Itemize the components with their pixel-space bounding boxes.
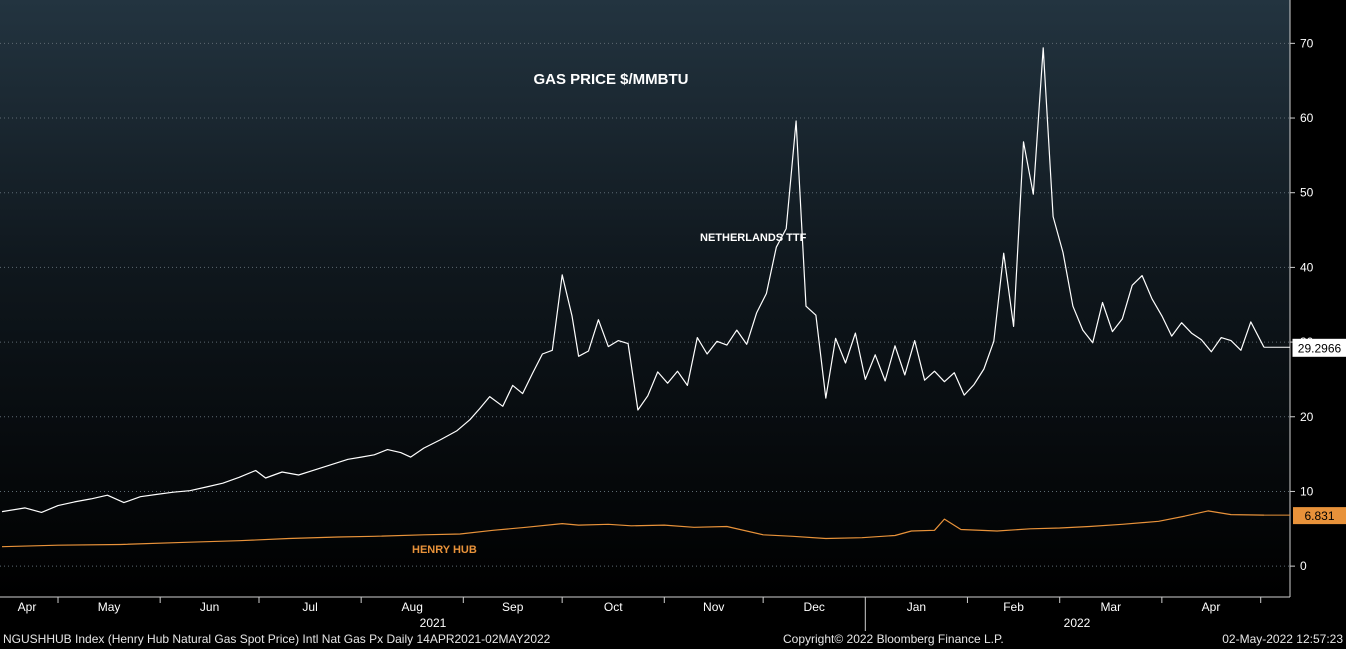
y-tick-label: 20 <box>1300 410 1314 424</box>
y-tick-label: 0 <box>1300 559 1307 573</box>
y-tick-label: 60 <box>1300 111 1314 125</box>
x-month-label: Apr <box>1202 600 1221 614</box>
x-month-label: Oct <box>604 600 623 614</box>
footer-copyright: Copyright© 2022 Bloomberg Finance L.P. <box>783 632 1004 646</box>
x-month-label: Jun <box>200 600 219 614</box>
x-month-label: Apr <box>18 600 37 614</box>
last-value-badge <box>1293 507 1346 525</box>
series-line-henry-hub <box>1 510 1265 548</box>
footer-timestamp: 02-May-2022 12:57:23 <box>1222 632 1343 646</box>
x-year-label: 2022 <box>1064 616 1091 630</box>
y-tick-label: 40 <box>1300 260 1314 274</box>
x-month-label: Sep <box>502 600 524 614</box>
gridlines <box>0 42 1290 567</box>
x-month-label: Jul <box>302 600 317 614</box>
y-tick-label: 50 <box>1300 186 1314 200</box>
last-value-label: 29.2966 <box>1298 341 1342 355</box>
x-year-label: 2021 <box>420 616 447 630</box>
x-month-label: Dec <box>804 600 825 614</box>
x-month-label: Nov <box>703 600 724 614</box>
last-value-label: 6.831 <box>1304 509 1334 523</box>
last-value-badge <box>1292 338 1346 357</box>
series-lines <box>1 47 1290 548</box>
x-month-label: Jan <box>907 600 926 614</box>
y-tick-label: 70 <box>1300 36 1314 50</box>
chart-title: GAS PRICE $/MMBTU <box>533 71 688 88</box>
x-month-label: Feb <box>1003 600 1024 614</box>
axes: 010203040506070AprMayJunJulAugSepOctNovD… <box>0 0 1346 631</box>
x-month-label: Mar <box>1100 600 1121 614</box>
footer-description: NGUSHHUB Index (Henry Hub Natural Gas Sp… <box>3 632 551 646</box>
plot-background <box>0 0 1290 597</box>
y-tick-label: 10 <box>1300 484 1314 498</box>
x-month-label: Aug <box>402 600 423 614</box>
series-label-henry-hub: HENRY HUB <box>412 544 477 556</box>
series-line-netherlands-ttf <box>1 47 1265 514</box>
series-label-netherlands-ttf: NETHERLANDS TTF <box>700 232 807 244</box>
x-month-label: May <box>98 600 121 614</box>
